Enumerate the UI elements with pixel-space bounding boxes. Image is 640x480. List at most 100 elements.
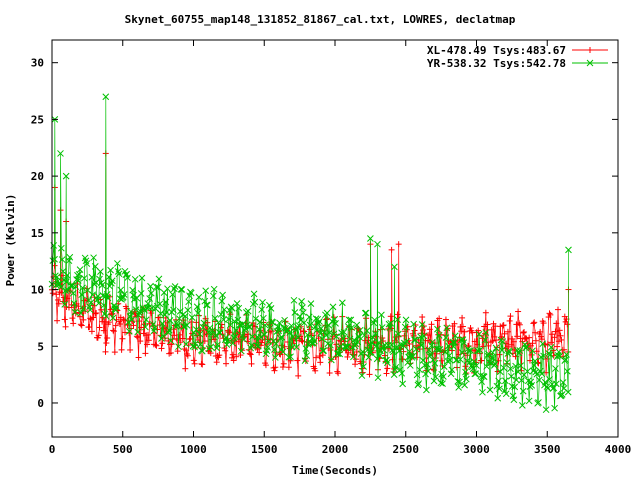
data-point bbox=[565, 246, 572, 254]
data-point bbox=[516, 347, 524, 354]
data-point bbox=[57, 244, 65, 252]
data-point bbox=[232, 333, 239, 341]
data-point bbox=[137, 338, 144, 345]
data-point bbox=[506, 317, 513, 324]
data-point bbox=[458, 328, 465, 335]
data-point bbox=[97, 268, 104, 276]
data-point bbox=[518, 376, 525, 384]
data-point bbox=[178, 286, 186, 293]
data-point bbox=[249, 333, 256, 341]
data-point bbox=[482, 309, 489, 316]
data-point bbox=[347, 316, 355, 324]
data-point bbox=[401, 323, 409, 331]
data-point bbox=[127, 346, 134, 353]
data-point bbox=[531, 319, 538, 326]
data-point bbox=[88, 328, 95, 335]
data-point bbox=[229, 339, 237, 347]
data-point bbox=[478, 378, 485, 385]
data-point bbox=[80, 316, 87, 323]
data-point bbox=[372, 330, 379, 338]
data-point bbox=[371, 316, 378, 324]
data-point bbox=[83, 260, 91, 267]
data-point bbox=[363, 327, 371, 335]
data-point bbox=[117, 286, 125, 294]
data-point bbox=[494, 394, 502, 402]
data-point bbox=[232, 326, 240, 334]
data-point bbox=[77, 309, 85, 317]
data-point bbox=[69, 315, 76, 322]
data-point bbox=[77, 313, 84, 320]
data-point bbox=[412, 336, 419, 344]
data-point bbox=[366, 371, 373, 378]
data-point bbox=[92, 310, 99, 317]
data-point bbox=[194, 332, 201, 339]
data-point bbox=[204, 301, 211, 309]
data-point bbox=[551, 404, 558, 412]
data-point bbox=[425, 332, 432, 339]
data-point bbox=[489, 337, 496, 344]
data-point bbox=[470, 358, 478, 365]
data-point bbox=[461, 381, 468, 389]
data-point bbox=[554, 343, 561, 350]
data-point bbox=[395, 241, 402, 248]
data-point bbox=[488, 354, 496, 362]
data-point bbox=[559, 379, 567, 386]
data-point bbox=[492, 344, 500, 352]
data-point bbox=[480, 343, 487, 350]
data-point bbox=[501, 330, 508, 337]
data-point bbox=[78, 322, 85, 329]
data-point bbox=[486, 386, 494, 394]
data-point bbox=[259, 336, 266, 343]
data-point bbox=[120, 316, 127, 323]
data-point bbox=[410, 320, 418, 328]
data-point bbox=[114, 260, 121, 267]
data-point bbox=[158, 345, 165, 352]
data-point bbox=[403, 338, 411, 345]
data-point bbox=[480, 373, 488, 381]
data-point bbox=[290, 296, 298, 304]
data-point bbox=[207, 343, 215, 351]
data-point bbox=[340, 328, 348, 336]
data-point bbox=[204, 328, 212, 336]
data-point bbox=[154, 283, 162, 291]
data-point bbox=[451, 332, 459, 340]
data-point bbox=[352, 361, 359, 368]
data-point bbox=[188, 318, 195, 325]
data-point bbox=[544, 340, 551, 347]
data-point bbox=[259, 298, 266, 306]
data-point bbox=[200, 319, 208, 327]
data-point bbox=[135, 311, 142, 319]
data-point bbox=[173, 320, 181, 327]
data-point bbox=[313, 354, 320, 361]
data-point bbox=[166, 316, 174, 324]
data-point bbox=[134, 328, 142, 336]
data-point bbox=[114, 268, 122, 275]
data-point bbox=[317, 359, 324, 366]
data-point bbox=[546, 376, 553, 383]
data-point bbox=[395, 330, 402, 338]
data-point bbox=[367, 235, 374, 242]
data-point bbox=[491, 360, 499, 368]
data-point bbox=[319, 347, 327, 355]
data-point bbox=[70, 300, 78, 307]
data-point bbox=[319, 352, 326, 359]
data-point bbox=[174, 321, 182, 329]
data-point bbox=[331, 315, 339, 323]
data-point bbox=[541, 378, 549, 386]
data-point bbox=[58, 256, 66, 263]
data-point bbox=[100, 327, 107, 334]
data-point bbox=[111, 349, 118, 356]
data-point bbox=[87, 299, 95, 307]
data-point bbox=[389, 346, 396, 354]
data-point bbox=[272, 340, 280, 348]
data-point bbox=[399, 380, 406, 388]
data-point bbox=[406, 362, 414, 369]
data-point bbox=[55, 300, 62, 307]
data-point bbox=[326, 369, 333, 376]
data-point bbox=[90, 254, 97, 262]
data-point bbox=[389, 348, 397, 356]
data-point bbox=[472, 370, 480, 377]
x-tick-label: 500 bbox=[113, 443, 133, 456]
data-point bbox=[61, 316, 68, 323]
data-point bbox=[551, 334, 558, 341]
